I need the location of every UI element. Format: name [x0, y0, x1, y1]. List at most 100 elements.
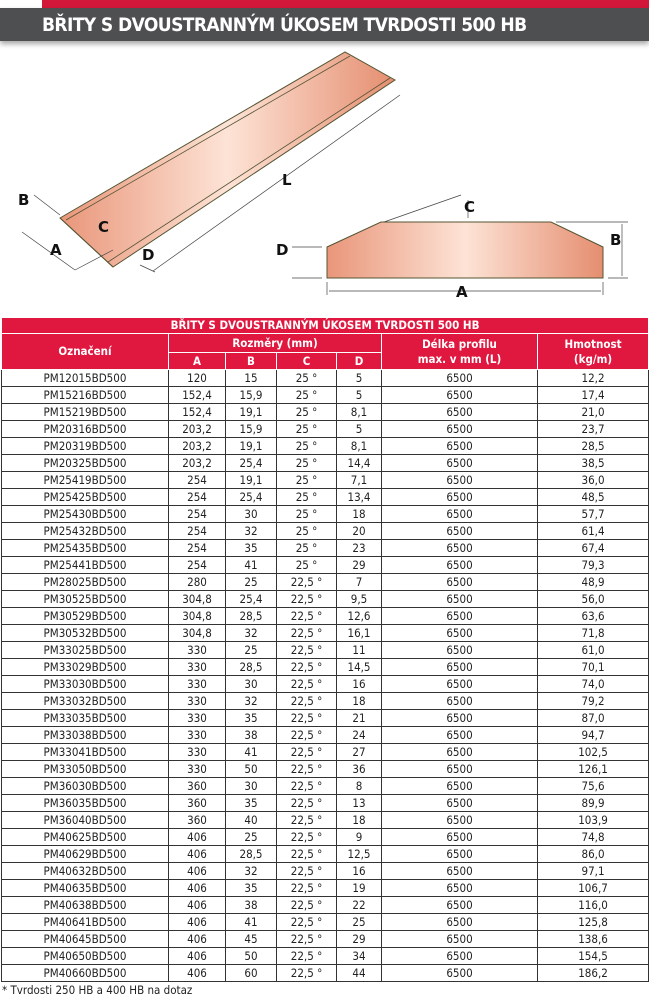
- cell-designation: PM20325BD500: [1, 454, 169, 472]
- cell-weight: 89,9: [536, 794, 649, 812]
- cell-length: 6500: [381, 743, 538, 761]
- cell-length: 6500: [381, 862, 538, 880]
- cell-designation: PM25425BD500: [1, 488, 169, 506]
- table-row: PM15219BD500 152,4 19,1 25 ° 8,1 6500 21,0: [1, 403, 649, 421]
- cell-weight: 23,7: [536, 420, 649, 438]
- cell-a: 254: [168, 505, 226, 523]
- cell-b: 45: [225, 930, 277, 948]
- cell-a: 280: [168, 573, 226, 591]
- cell-b: 25: [225, 828, 277, 846]
- cell-a: 406: [168, 845, 226, 863]
- cell-weight: 38,5: [536, 454, 649, 472]
- cell-b: 60: [225, 964, 277, 982]
- cell-c: 25 °: [276, 488, 337, 506]
- cell-c: 22,5 °: [276, 573, 337, 591]
- cell-d: 16: [336, 675, 382, 693]
- cell-weight: 70,1: [536, 658, 649, 676]
- table-row: PM20319BD500 203,2 19,1 25 ° 8,1 6500 28,5: [1, 437, 649, 455]
- blade-spec-table: BŘITY S DVOUSTRANNÝM ÚKOSEM TVRDOSTI 500…: [0, 317, 649, 982]
- cell-c: 25 °: [276, 386, 337, 404]
- label-d-profile: D: [276, 241, 288, 259]
- col-a: A: [168, 352, 226, 370]
- cell-designation: PM25430BD500: [1, 505, 169, 523]
- cell-length: 6500: [381, 964, 538, 982]
- table-row: PM40650BD500 406 50 22,5 ° 34 6500 154,5: [1, 947, 649, 965]
- cell-length: 6500: [381, 828, 538, 846]
- cell-length: 6500: [381, 777, 538, 795]
- cell-d: 13,4: [336, 488, 382, 506]
- table-row: PM25435BD500 254 35 25 ° 23 6500 67,4: [1, 539, 649, 557]
- cell-weight: 116,0: [536, 896, 649, 914]
- table-row: PM40660BD500 406 60 22,5 ° 44 6500 186,2: [1, 964, 649, 982]
- cell-weight: 17,4: [536, 386, 649, 404]
- cell-designation: PM36040BD500: [1, 811, 169, 829]
- cell-c: 25 °: [276, 403, 337, 421]
- col-length: Délka profilu max. v mm (L): [381, 333, 538, 370]
- cell-designation: PM33029BD500: [1, 658, 169, 676]
- table-row: PM40629BD500 406 28,5 22,5 ° 12,5 6500 86,0: [1, 845, 649, 863]
- table-row: PM36030BD500 360 30 22,5 ° 8 6500 75,6: [1, 777, 649, 795]
- cell-a: 406: [168, 862, 226, 880]
- cell-length: 6500: [381, 437, 538, 455]
- cell-b: 32: [225, 862, 277, 880]
- cell-designation: PM12015BD500: [1, 369, 169, 387]
- table-row: PM40625BD500 406 25 22,5 ° 9 6500 74,8: [1, 828, 649, 846]
- cell-b: 19,1: [225, 471, 277, 489]
- cell-designation: PM40638BD500: [1, 896, 169, 914]
- header-accent-stripe: [42, 0, 649, 8]
- cell-d: 5: [336, 369, 382, 387]
- cell-weight: 106,7: [536, 879, 649, 897]
- cell-designation: PM40625BD500: [1, 828, 169, 846]
- cell-b: 35: [225, 539, 277, 557]
- cell-designation: PM15216BD500: [1, 386, 169, 404]
- cell-b: 50: [225, 947, 277, 965]
- cell-a: 330: [168, 743, 226, 761]
- cell-c: 22,5 °: [276, 879, 337, 897]
- cell-b: 40: [225, 811, 277, 829]
- cell-c: 22,5 °: [276, 709, 337, 727]
- cell-weight: 74,0: [536, 675, 649, 693]
- cell-b: 32: [225, 522, 277, 540]
- blade-3d-view: B C A D L: [18, 51, 401, 273]
- cell-d: 27: [336, 743, 382, 761]
- col-designation: Označení: [1, 333, 169, 370]
- cell-c: 25 °: [276, 369, 337, 387]
- cell-designation: PM40632BD500: [1, 862, 169, 880]
- cell-a: 152,4: [168, 403, 226, 421]
- table-row: PM25419BD500 254 19,1 25 ° 7,1 6500 36,0: [1, 471, 649, 489]
- table-row: PM33050BD500 330 50 22,5 ° 36 6500 126,1: [1, 760, 649, 778]
- cell-d: 5: [336, 420, 382, 438]
- cell-b: 41: [225, 743, 277, 761]
- cell-d: 12,5: [336, 845, 382, 863]
- cell-weight: 63,6: [536, 607, 649, 625]
- cell-b: 15: [225, 369, 277, 387]
- cell-d: 13: [336, 794, 382, 812]
- cell-a: 254: [168, 488, 226, 506]
- table-row: PM33030BD500 330 30 22,5 ° 16 6500 74,0: [1, 675, 649, 693]
- cell-designation: PM33035BD500: [1, 709, 169, 727]
- cell-b: 19,1: [225, 403, 277, 421]
- cell-a: 406: [168, 896, 226, 914]
- cell-d: 34: [336, 947, 382, 965]
- cell-c: 25 °: [276, 539, 337, 557]
- cell-designation: PM30529BD500: [1, 607, 169, 625]
- cell-length: 6500: [381, 692, 538, 710]
- cell-weight: 48,9: [536, 573, 649, 591]
- cell-d: 11: [336, 641, 382, 659]
- cell-c: 22,5 °: [276, 675, 337, 693]
- cell-a: 254: [168, 556, 226, 574]
- cell-d: 20: [336, 522, 382, 540]
- cell-weight: 138,6: [536, 930, 649, 948]
- cell-weight: 21,0: [536, 403, 649, 421]
- cell-c: 25 °: [276, 471, 337, 489]
- cell-designation: PM28025BD500: [1, 573, 169, 591]
- cell-d: 7: [336, 573, 382, 591]
- label-b: B: [18, 191, 29, 209]
- cell-a: 406: [168, 930, 226, 948]
- cell-designation: PM20316BD500: [1, 420, 169, 438]
- cell-b: 50: [225, 760, 277, 778]
- cell-c: 22,5 °: [276, 947, 337, 965]
- cell-weight: 79,3: [536, 556, 649, 574]
- cell-c: 22,5 °: [276, 913, 337, 931]
- cell-d: 25: [336, 913, 382, 931]
